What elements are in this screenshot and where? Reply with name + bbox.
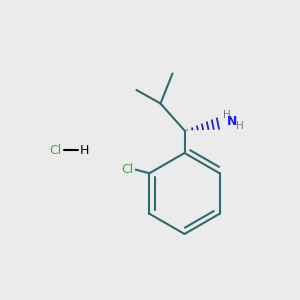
Text: Cl: Cl: [50, 143, 61, 157]
Text: H: H: [236, 121, 243, 131]
Text: N: N: [226, 115, 237, 128]
Text: Cl: Cl: [122, 163, 134, 176]
Text: H: H: [223, 110, 230, 120]
Text: H: H: [79, 143, 89, 157]
